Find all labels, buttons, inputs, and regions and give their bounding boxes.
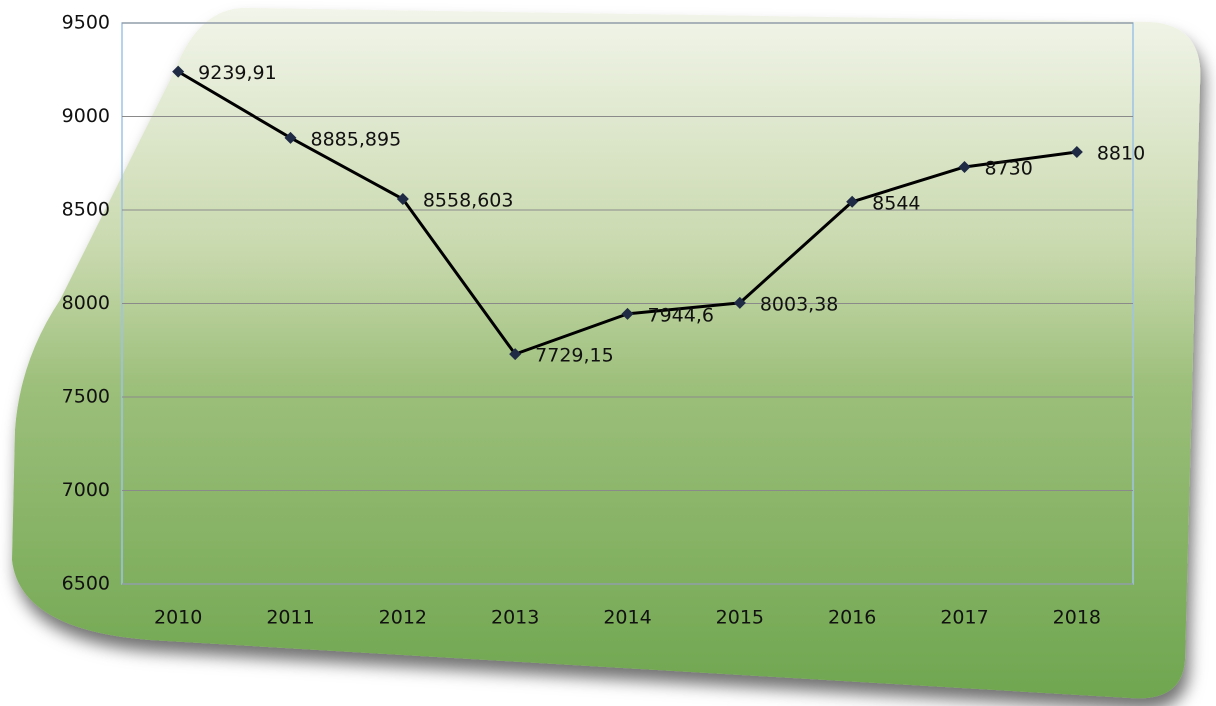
- x-tick-label: 2014: [603, 607, 651, 629]
- data-label: 8730: [985, 157, 1033, 179]
- y-tick-label: 9500: [62, 12, 110, 34]
- data-label: 8810: [1097, 143, 1145, 165]
- page: 6500 7000 7500 8000 8500 9000 9500 2010 2011 2012…: [0, 0, 1216, 706]
- x-tick-label: 2018: [1053, 607, 1101, 629]
- chart: 6500 7000 7500 8000 8500 9000 9500 2010 2011 2012…: [0, 0, 1216, 706]
- data-label: 8558,603: [423, 190, 514, 212]
- x-tick-label: 2016: [828, 607, 876, 629]
- y-tick-label: 8500: [62, 199, 110, 221]
- data-label: 8003,38: [760, 293, 839, 315]
- y-tick-label: 7500: [62, 386, 110, 408]
- x-tick-label: 2015: [716, 607, 764, 629]
- x-tick-label: 2011: [266, 607, 314, 629]
- data-label: 9239,91: [198, 62, 277, 84]
- y-tick-label: 9000: [62, 105, 110, 127]
- data-label: 8544: [872, 192, 920, 214]
- data-label: 7729,15: [535, 345, 614, 367]
- x-tick-label: 2013: [491, 607, 539, 629]
- x-tick-label: 2017: [940, 607, 988, 629]
- x-tick-label: 2012: [379, 607, 427, 629]
- y-tick-label: 7000: [62, 479, 110, 501]
- x-tick-label: 2010: [154, 607, 202, 629]
- y-tick-label: 8000: [62, 292, 110, 314]
- data-label: 7944,6: [648, 304, 714, 326]
- data-label: 8885,895: [311, 128, 402, 150]
- y-tick-label: 6500: [62, 573, 110, 595]
